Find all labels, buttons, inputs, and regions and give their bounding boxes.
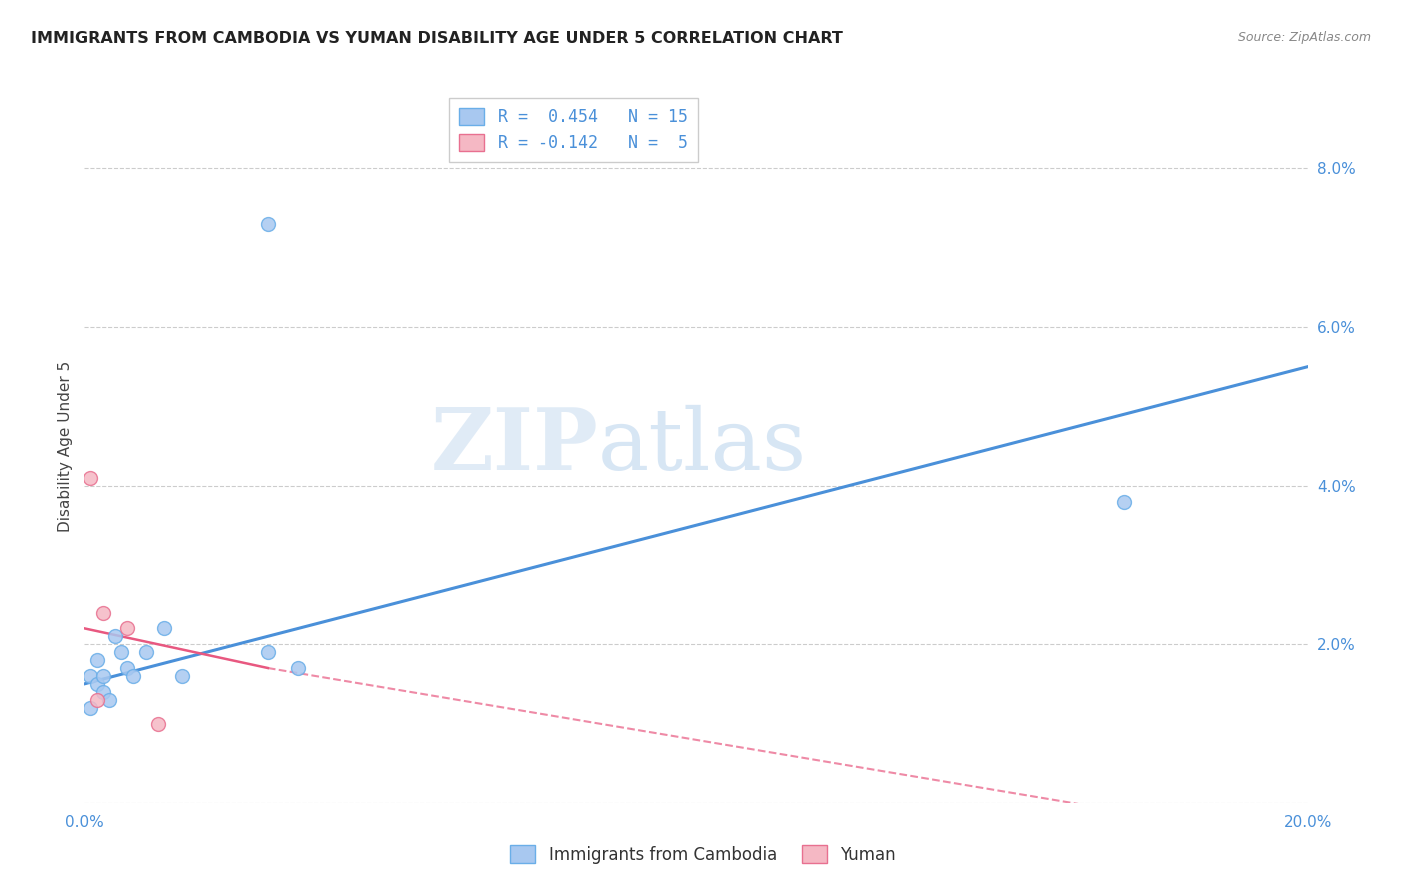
Point	[91, 669, 114, 683]
Point	[104, 629, 127, 643]
Point	[91, 685, 114, 699]
Point	[172, 669, 194, 683]
Point	[115, 621, 138, 635]
Text: ZIP: ZIP	[430, 404, 598, 488]
Point	[79, 700, 101, 714]
Point	[79, 669, 101, 683]
Y-axis label: Disability Age Under 5: Disability Age Under 5	[58, 360, 73, 532]
Point	[86, 692, 108, 706]
Point	[86, 677, 108, 691]
Point	[122, 669, 145, 683]
Point	[257, 217, 280, 231]
Point	[86, 653, 108, 667]
Text: IMMIGRANTS FROM CAMBODIA VS YUMAN DISABILITY AGE UNDER 5 CORRELATION CHART: IMMIGRANTS FROM CAMBODIA VS YUMAN DISABI…	[31, 31, 842, 46]
Point	[79, 471, 101, 485]
Point	[135, 645, 157, 659]
Legend: R =  0.454   N = 15, R = -0.142   N =  5: R = 0.454 N = 15, R = -0.142 N = 5	[450, 97, 697, 162]
Text: atlas: atlas	[598, 404, 807, 488]
Point	[1114, 494, 1136, 508]
Point	[287, 661, 309, 675]
Point	[146, 716, 169, 731]
Point	[153, 621, 176, 635]
Point	[115, 661, 138, 675]
Legend: Immigrants from Cambodia, Yuman: Immigrants from Cambodia, Yuman	[503, 838, 903, 871]
Point	[110, 645, 132, 659]
Point	[257, 645, 280, 659]
Point	[91, 606, 114, 620]
Point	[97, 692, 120, 706]
Text: Source: ZipAtlas.com: Source: ZipAtlas.com	[1237, 31, 1371, 45]
